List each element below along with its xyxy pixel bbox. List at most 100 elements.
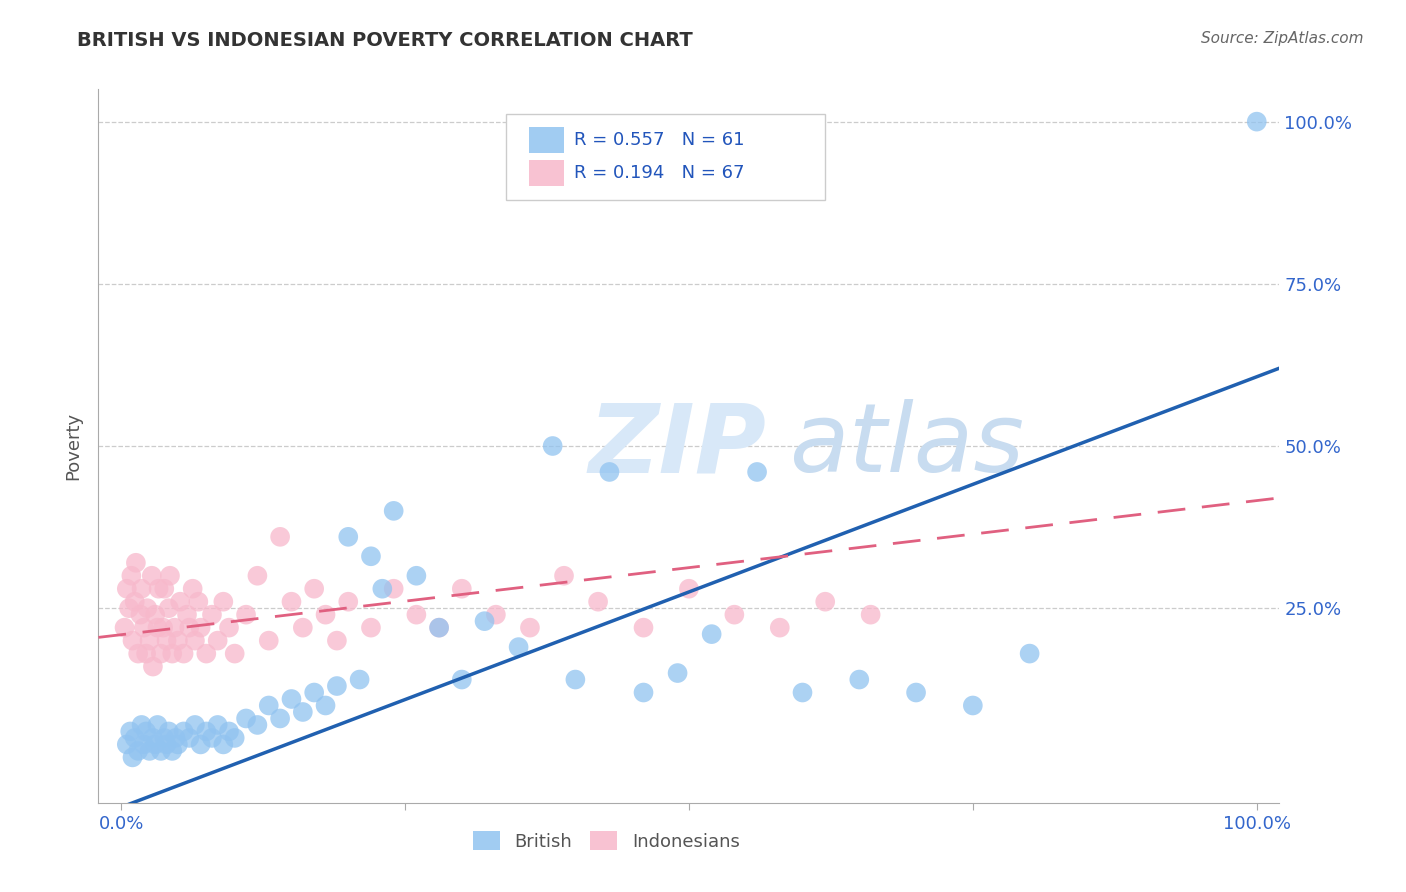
Point (723, 607, 745, 622)
Text: R = 0.194   N = 67: R = 0.194 N = 67 (575, 164, 745, 182)
Point (125, 556, 148, 570)
FancyBboxPatch shape (530, 160, 564, 186)
Point (127, 744, 149, 758)
Point (149, 744, 172, 758)
FancyBboxPatch shape (506, 114, 825, 200)
Point (157, 601, 180, 615)
Point (184, 633, 207, 648)
Point (337, 530, 360, 544)
Y-axis label: Poverty: Poverty (65, 412, 83, 480)
Point (159, 568, 181, 582)
Point (127, 647, 149, 661)
Point (212, 595, 235, 609)
Point (129, 607, 152, 622)
Point (162, 744, 183, 758)
Point (212, 738, 235, 752)
Point (257, 633, 280, 648)
Point (132, 738, 155, 752)
Point (291, 705, 314, 719)
Point (138, 744, 160, 758)
Point (181, 582, 204, 596)
Point (700, 627, 723, 641)
Point (218, 724, 240, 739)
Point (678, 582, 700, 596)
Point (155, 633, 177, 648)
Point (508, 640, 530, 654)
Point (167, 738, 190, 752)
Point (326, 679, 349, 693)
Point (142, 659, 165, 673)
Point (195, 647, 218, 661)
Point (553, 568, 575, 582)
Point (598, 465, 620, 479)
Point (280, 595, 302, 609)
Point (114, 621, 136, 635)
Point (962, 698, 984, 713)
Point (121, 633, 143, 648)
Point (485, 607, 508, 622)
Point (190, 738, 212, 752)
Point (162, 647, 183, 661)
Point (167, 633, 190, 648)
Point (315, 698, 337, 713)
Point (450, 673, 472, 687)
Point (1246, 114, 1268, 128)
Point (135, 647, 157, 661)
Point (148, 582, 170, 596)
Point (280, 692, 302, 706)
Point (138, 633, 160, 648)
Point (474, 614, 496, 628)
Point (666, 666, 689, 681)
Point (153, 731, 176, 745)
Point (586, 595, 609, 609)
Point (224, 731, 246, 745)
Point (121, 750, 143, 764)
Point (120, 568, 142, 582)
Point (315, 607, 337, 622)
Point (382, 582, 405, 596)
Point (405, 607, 427, 622)
Legend: British, Indonesians: British, Indonesians (465, 824, 747, 858)
Text: BRITISH VS INDONESIAN POVERTY CORRELATION CHART: BRITISH VS INDONESIAN POVERTY CORRELATIO… (77, 31, 693, 50)
Point (224, 647, 246, 661)
Point (427, 621, 450, 635)
Point (136, 601, 159, 615)
Point (120, 724, 142, 739)
Point (541, 439, 564, 453)
Point (195, 724, 218, 739)
Point (905, 685, 928, 699)
Point (153, 582, 176, 596)
Point (745, 465, 768, 479)
Point (269, 530, 291, 544)
Point (146, 718, 169, 732)
Point (179, 621, 201, 635)
Point (187, 595, 209, 609)
Point (163, 621, 186, 635)
Point (173, 724, 195, 739)
Point (179, 731, 201, 745)
Point (405, 568, 427, 582)
Point (201, 731, 224, 745)
Point (302, 582, 325, 596)
Point (360, 621, 382, 635)
Point (141, 568, 163, 582)
Point (115, 582, 138, 596)
Point (1018, 647, 1040, 661)
Point (124, 731, 146, 745)
Point (142, 731, 165, 745)
Point (207, 718, 229, 732)
Point (337, 595, 360, 609)
Point (633, 621, 655, 635)
Point (814, 595, 837, 609)
Point (201, 607, 224, 622)
Point (326, 633, 349, 648)
Point (360, 549, 382, 564)
Point (143, 738, 166, 752)
Point (157, 724, 180, 739)
Point (450, 582, 472, 596)
Point (218, 621, 240, 635)
Point (564, 673, 586, 687)
Point (131, 582, 153, 596)
Point (859, 607, 882, 622)
Point (633, 685, 655, 699)
